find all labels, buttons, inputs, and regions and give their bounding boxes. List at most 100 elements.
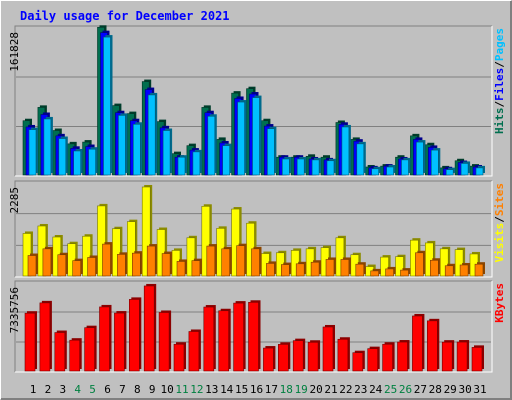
- bar-kbytes: [382, 343, 393, 372]
- x-tick-label: 22: [339, 383, 352, 396]
- bar-kbytes: [158, 312, 170, 372]
- x-tick-label: 2: [45, 383, 52, 396]
- bar-kbytes: [263, 347, 274, 372]
- bar-pages: [222, 145, 230, 176]
- bar-pages: [430, 149, 439, 176]
- bar-visits: [335, 237, 345, 277]
- bar-sites: [221, 248, 230, 277]
- x-tick-label: 6: [104, 383, 111, 396]
- bar-pages: [401, 159, 409, 176]
- panel-kbytes: 7335756 KBytes: [8, 280, 506, 373]
- bar-sites: [325, 259, 335, 277]
- x-tick-label: 27: [414, 383, 427, 396]
- panel-visits-sites: 2285 Visits/Sites: [8, 180, 506, 278]
- bar-sites: [474, 263, 484, 277]
- bar-pages: [118, 115, 126, 176]
- bar-sites: [161, 253, 171, 277]
- panel-border-dark: [14, 25, 492, 176]
- bar-kbytes: [143, 285, 155, 372]
- x-tick-label: 29: [444, 383, 457, 396]
- legend-item: Visits: [493, 223, 506, 263]
- x-tick-label: 9: [149, 383, 156, 396]
- bar-pages: [73, 150, 81, 176]
- bar-visits: [395, 256, 404, 277]
- bar-visits: [127, 221, 136, 277]
- bar-sites: [415, 252, 424, 277]
- x-tick-label: 26: [399, 383, 412, 396]
- x-tick-label: 13: [205, 383, 218, 396]
- bar-sites: [176, 261, 186, 277]
- bar-pages: [237, 101, 245, 176]
- x-tick-label: 7: [119, 383, 126, 396]
- bar-kbytes: [114, 312, 125, 372]
- bar-sites: [87, 257, 96, 277]
- bar-pages: [192, 151, 201, 176]
- bar-pages: [371, 168, 380, 176]
- bar-pages: [267, 128, 275, 176]
- bar-sites: [191, 260, 201, 277]
- bar-pages: [326, 160, 335, 176]
- bar-kbytes: [39, 302, 51, 372]
- legend-item: Pages: [493, 28, 506, 61]
- x-tick-label: 15: [235, 383, 248, 396]
- x-tick-label: 17: [265, 383, 278, 396]
- bar-sites: [251, 248, 260, 277]
- bar-visits: [380, 256, 389, 277]
- chart-title: Daily usage for December 2021: [20, 9, 230, 23]
- bar-sites: [146, 245, 156, 277]
- legend-item: Hits: [493, 108, 506, 135]
- bar-pages: [252, 97, 260, 176]
- bar-pages: [88, 148, 96, 176]
- bar-sites: [42, 248, 52, 277]
- legend-item: /: [493, 216, 506, 223]
- legend-item: /: [493, 61, 506, 68]
- x-tick-label: 10: [160, 383, 173, 396]
- y-max-label: 161828: [8, 32, 21, 72]
- bar-kbytes: [84, 327, 95, 372]
- bar-visits: [186, 237, 196, 277]
- bar-kbytes: [352, 352, 364, 372]
- bar-sites: [459, 264, 469, 277]
- bar-pages: [43, 118, 52, 176]
- bar-kbytes: [248, 301, 259, 372]
- y-max-label: 7335756: [8, 287, 21, 333]
- bar-kbytes: [322, 326, 334, 372]
- bar-pages: [133, 123, 141, 176]
- bar-sites: [400, 269, 409, 277]
- bar-visits: [201, 205, 211, 277]
- x-tick-label: 19: [295, 383, 308, 396]
- bar-kbytes: [426, 320, 438, 372]
- bar-kbytes: [99, 306, 110, 372]
- x-tick-label: 4: [74, 383, 81, 396]
- bar-pages: [311, 159, 320, 176]
- bar-kbytes: [129, 299, 140, 372]
- bar-kbytes: [307, 341, 319, 372]
- bar-pages: [341, 126, 350, 176]
- x-tick-label: 16: [250, 383, 263, 396]
- bar-sites: [310, 261, 320, 277]
- bar-kbytes: [471, 347, 483, 372]
- x-tick-label: 5: [89, 383, 96, 396]
- bar-kbytes: [69, 339, 80, 372]
- legend-hits-files-pages: Hits/Files/Pages: [493, 28, 506, 134]
- bar-sites: [72, 260, 81, 277]
- x-tick-label: 3: [59, 383, 66, 396]
- bar-pages: [445, 169, 454, 176]
- bar-kbytes: [173, 343, 185, 372]
- bar-pages: [207, 115, 216, 176]
- bar-kbytes: [337, 338, 349, 372]
- bar-visits: [97, 205, 106, 277]
- x-tick-label: 20: [309, 383, 322, 396]
- bar-sites: [340, 259, 350, 277]
- x-tick-label: 30: [458, 383, 471, 396]
- x-tick-label: 11: [175, 383, 188, 396]
- bar-kbytes: [367, 348, 379, 372]
- x-tick-label: 8: [134, 383, 141, 396]
- bar-sites: [295, 263, 305, 277]
- bar-sites: [444, 265, 454, 277]
- bar-sites: [117, 254, 126, 277]
- bar-kbytes: [54, 332, 66, 372]
- bar-kbytes: [456, 341, 468, 372]
- bar-kbytes: [441, 341, 453, 372]
